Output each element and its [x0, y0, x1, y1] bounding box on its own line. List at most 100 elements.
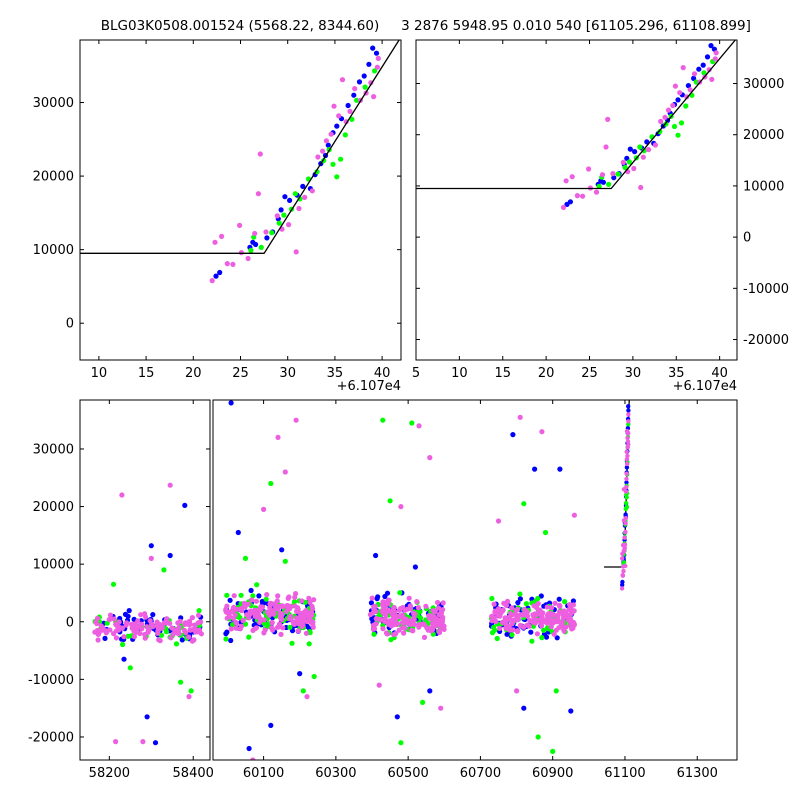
data-point-blue	[382, 593, 388, 600]
data-point-magenta	[619, 586, 625, 591]
data-point-magenta	[280, 625, 286, 631]
data-point-blue	[696, 66, 702, 72]
data-point-green	[541, 627, 547, 633]
data-point-magenta	[586, 166, 592, 172]
data-point-magenta	[282, 469, 288, 475]
data-point-blue	[121, 656, 127, 662]
data-point-blue	[228, 400, 234, 406]
data-point-green	[372, 68, 378, 74]
data-point-magenta	[295, 628, 301, 634]
data-point-blue	[543, 634, 550, 640]
data-point-magenta	[531, 603, 537, 609]
data-point-magenta	[687, 87, 693, 93]
data-point-magenta	[224, 261, 230, 267]
data-point-magenta	[548, 617, 554, 623]
data-point-green	[338, 156, 344, 162]
data-point-magenta	[262, 627, 268, 633]
data-point-magenta	[407, 620, 413, 627]
data-point-magenta	[553, 627, 559, 633]
data-point-green	[529, 638, 535, 644]
data-point-magenta	[100, 627, 106, 633]
data-point-green	[622, 164, 628, 171]
data-point-magenta	[323, 138, 329, 144]
data-point-blue	[521, 705, 527, 711]
data-point-green	[161, 567, 167, 573]
data-point-magenta	[563, 178, 569, 184]
panel-zoom-right: 5 10 15 20 25 30 35 40 -20000 -10000 0 10000 20000 30…	[412, 39, 789, 394]
data-point-magenta	[131, 634, 137, 640]
data-point-magenta	[290, 619, 296, 625]
data-point-magenta	[182, 621, 188, 628]
data-point-blue	[515, 600, 521, 606]
data-point-magenta	[620, 556, 625, 561]
model-curve	[416, 40, 736, 190]
data-point-green	[683, 103, 689, 109]
data-point-magenta	[709, 76, 715, 82]
data-point-magenta	[377, 616, 383, 622]
data-point-blue	[217, 269, 223, 276]
data-point-magenta	[603, 144, 609, 150]
data-point-magenta	[557, 603, 563, 610]
data-point-green	[178, 679, 184, 685]
data-point-blue	[279, 547, 285, 553]
data-point-green	[282, 558, 288, 564]
data-point-magenta	[303, 608, 309, 614]
data-point-magenta	[275, 593, 281, 599]
data-point-magenta	[386, 597, 392, 603]
data-point-magenta	[302, 194, 308, 200]
data-point-magenta	[303, 630, 309, 636]
data-point-magenta	[440, 607, 446, 613]
data-point-green	[342, 132, 348, 138]
data-point-green	[491, 624, 497, 631]
data-point-green	[287, 624, 293, 630]
data-point-magenta	[398, 504, 404, 510]
data-point-magenta	[191, 626, 197, 632]
data-point-magenta	[131, 628, 137, 634]
data-point-magenta	[401, 630, 407, 636]
data-point-magenta	[624, 471, 629, 476]
data-point-magenta	[571, 621, 577, 627]
data-point-blue	[248, 587, 254, 594]
data-point-magenta	[284, 608, 290, 615]
data-point-magenta	[390, 620, 396, 626]
data-point-magenta	[517, 414, 523, 420]
y-tick-label: 10000	[33, 243, 74, 258]
data-point-magenta	[624, 449, 629, 454]
data-point-magenta	[280, 603, 286, 609]
data-point-green	[387, 498, 393, 504]
data-point-magenta	[383, 612, 389, 618]
data-point-magenta	[416, 423, 422, 429]
title-right: 3 2876 5948.95 0.010 540 [61105.296, 611…	[401, 18, 751, 34]
data-point-blue	[256, 593, 262, 599]
data-point-magenta	[94, 615, 101, 622]
data-point-magenta	[684, 94, 690, 100]
x-tick-label: 60300	[315, 766, 356, 781]
axes-frame	[79, 399, 211, 761]
data-point-blue	[567, 199, 574, 205]
data-point-blue	[627, 146, 633, 152]
data-point-magenta	[309, 612, 315, 618]
data-point-magenta	[411, 621, 418, 628]
data-point-magenta	[622, 535, 627, 540]
data-point-magenta	[536, 611, 542, 617]
data-point-magenta	[111, 616, 117, 622]
x-tick-label: 10	[91, 366, 108, 381]
data-point-magenta	[645, 147, 652, 153]
data-point-magenta	[416, 624, 422, 630]
x-tick-label: 58200	[89, 766, 130, 781]
data-point-blue	[554, 635, 560, 641]
data-point-magenta	[94, 620, 100, 627]
data-point-magenta	[168, 635, 174, 641]
data-point-magenta	[186, 694, 192, 700]
data-point-magenta	[276, 621, 283, 627]
data-point-green	[606, 181, 612, 187]
data-point-magenta	[558, 620, 564, 626]
data-point-magenta	[540, 610, 546, 616]
data-point-magenta	[249, 597, 255, 603]
data-point-magenta	[253, 598, 259, 604]
data-point-magenta	[242, 604, 248, 610]
data-point-blue	[345, 102, 351, 109]
data-point-magenta	[293, 249, 299, 255]
data-point-blue	[568, 708, 574, 714]
data-point-blue	[624, 480, 629, 485]
